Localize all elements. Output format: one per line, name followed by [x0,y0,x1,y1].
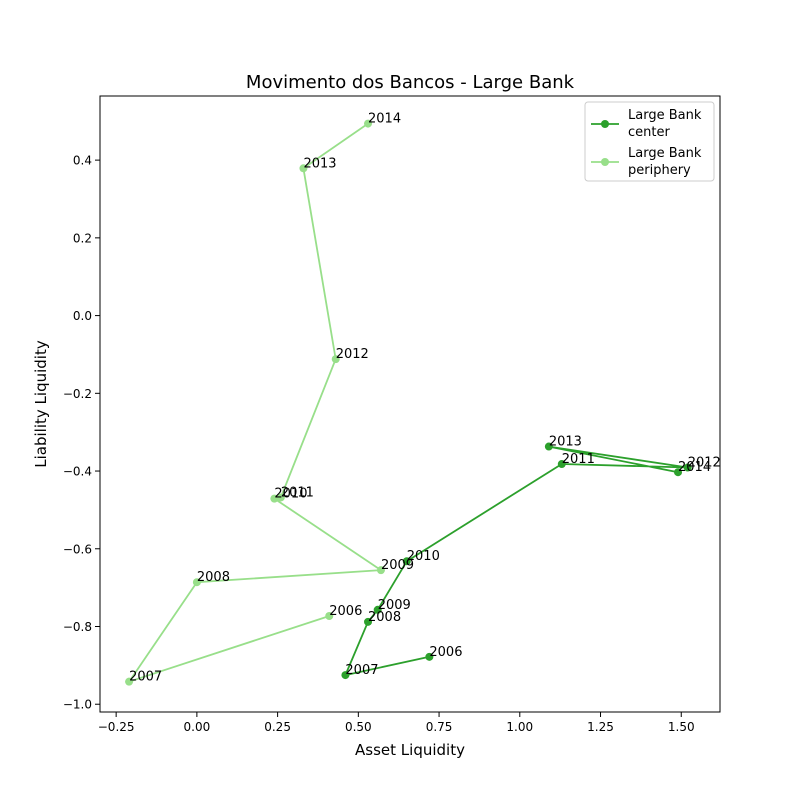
data-point [341,671,350,680]
data-point [425,652,434,661]
point-label: 2009 [378,598,411,613]
data-point [325,612,334,621]
y-tick-label: 0.0 [73,309,92,323]
data-point [674,468,683,477]
chart-title: Movimento dos Bancos - Large Bank [246,72,575,93]
data-point [299,164,308,173]
y-tick-label: −0.2 [63,387,92,401]
data-point [364,617,373,626]
x-tick-label: 1.00 [506,720,533,734]
x-tick-label: 0.00 [184,720,211,734]
x-tick-label: 1.25 [587,720,614,734]
point-label: 2011 [281,485,314,500]
x-tick-label: −0.25 [98,720,135,734]
legend-label: center [628,125,670,140]
point-label: 2014 [678,460,711,475]
x-axis-label: Asset Liquidity [355,741,465,759]
point-label: 2012 [336,347,369,362]
y-tick-label: −0.6 [63,542,92,556]
data-point [557,460,566,469]
point-label: 2006 [429,645,462,660]
y-tick-label: 0.2 [73,231,92,245]
x-tick-label: 0.50 [345,720,372,734]
y-tick-label: 0.4 [73,154,92,168]
data-point [192,578,201,587]
point-label: 2008 [368,610,401,625]
point-label: 2011 [562,452,595,467]
y-tick-label: −1.0 [63,698,92,712]
point-label: 2007 [129,670,162,685]
x-tick-label: 0.75 [426,720,453,734]
point-label: 2006 [329,604,362,619]
y-tick-label: −0.4 [63,465,92,479]
axes-frame [99,95,721,713]
x-tick-label: 1.50 [668,720,695,734]
data-point [270,494,279,503]
legend-label: periphery [628,163,691,178]
data-point [364,119,373,128]
legend-marker [601,158,609,166]
legend: Large Bank center Large Bank periphery [584,101,715,182]
y-tick-label: −0.8 [63,620,92,634]
point-label: 2013 [303,156,336,171]
point-label: 2012 [688,456,721,471]
point-label: 2007 [345,663,378,678]
point-label: 2010 [274,487,307,502]
point-label: 2009 [381,558,414,573]
data-point [331,355,340,364]
x-tick-label: 0.25 [264,720,291,734]
point-label: 2008 [197,570,230,585]
legend-entry: Large Bank center [591,108,702,140]
data-point [125,677,134,686]
data-point [276,493,285,502]
point-label: 2014 [368,112,401,127]
point-label: 2013 [549,435,582,450]
point-label: 2010 [407,549,440,564]
axes: −0.25 0.00 0.25 0.50 0.75 1.00 1.25 1.50 −1.0 −0.… [63,95,721,734]
y-axis-label: Liability Liquidity [32,340,50,468]
data-point [373,605,382,614]
data-point [544,442,553,451]
legend-label: Large Bank [628,108,702,123]
legend-label: Large Bank [628,146,702,161]
data-point [376,566,385,575]
data-point [683,463,692,472]
legend-marker [601,120,609,128]
data-point [402,557,411,566]
legend-entry: Large Bank periphery [591,146,702,178]
